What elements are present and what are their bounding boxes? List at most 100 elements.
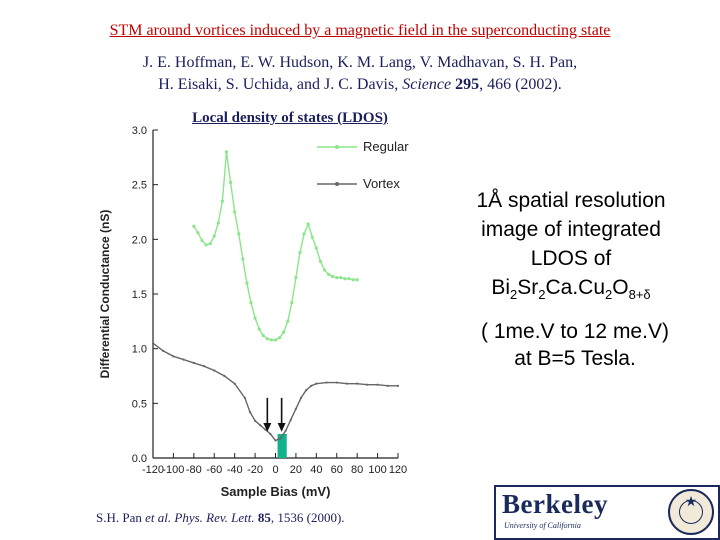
legend-marker-vortex [335, 182, 339, 186]
data-point-regular [310, 235, 314, 239]
field-strength: at B=5 Tesla. [514, 347, 636, 370]
data-point-vortex [192, 361, 195, 364]
data-point-regular [314, 246, 318, 250]
formula-sr: Sr [517, 276, 539, 299]
ldos-label: Local density of states (LDOS) [192, 110, 388, 126]
data-point-regular [212, 234, 216, 238]
data-point-regular [335, 276, 339, 280]
data-point-regular [290, 301, 294, 305]
data-point-vortex [223, 374, 226, 378]
formula-cu-sub: 2 [605, 287, 613, 302]
x-tick-label: -40 [227, 464, 243, 476]
data-point-vortex [172, 355, 175, 358]
data-point-regular [216, 221, 220, 225]
x-tick-label: 0 [272, 464, 278, 476]
chemical-formula: Bi2Sr2Ca.Cu2O8+δ [455, 273, 687, 309]
x-tick-label: 120 [389, 464, 407, 476]
y-tick-label: 1.5 [132, 289, 147, 301]
legend-label-regular: Regular [363, 139, 409, 154]
x-tick-label: -100 [162, 464, 184, 476]
data-point-vortex [289, 418, 292, 421]
x-axis-label: Sample Bias (mV) [221, 484, 331, 499]
data-point-vortex [310, 384, 313, 387]
data-point-regular [220, 199, 225, 203]
data-point-vortex [345, 382, 349, 385]
data-point-regular [200, 238, 204, 243]
formula-sr-sub: 2 [538, 287, 546, 302]
legend-marker-regular [335, 145, 339, 149]
formula-bi: Bi [491, 276, 511, 299]
description-line2: image of integrated [481, 218, 661, 241]
data-point-regular [261, 333, 265, 338]
x-tick-label: -60 [206, 464, 222, 476]
data-point-regular [339, 276, 343, 280]
y-tick-label: 0.5 [132, 398, 147, 410]
data-point-vortex [264, 428, 267, 431]
data-point-regular [306, 222, 310, 226]
data-point-regular [237, 232, 241, 236]
data-point-regular [253, 316, 257, 320]
slide-title: STM around vortices induced by a magneti… [109, 22, 611, 39]
data-point-regular [351, 278, 355, 282]
arrow-head [263, 423, 272, 432]
data-point-regular [228, 180, 233, 185]
data-point-vortex [294, 407, 298, 410]
data-point-regular [322, 268, 327, 272]
data-point-vortex [243, 396, 246, 399]
data-point-vortex [325, 381, 328, 384]
data-point-regular [249, 301, 253, 305]
data-point-vortex [248, 410, 252, 414]
data-point-regular [224, 150, 229, 154]
data-point-regular [282, 330, 286, 334]
data-point-regular [208, 242, 212, 246]
data-point-vortex [305, 389, 308, 392]
conductance-chart: 0.0 0.5 1.0 1.5 2.0 2.5 3.0 -120-100 -80 -60 -40 -2… [98, 125, 409, 499]
data-point-vortex [284, 429, 287, 432]
data-point-vortex [253, 419, 257, 422]
arrow-head [277, 423, 286, 432]
x-tick-label: 100 [368, 464, 386, 476]
data-point-vortex [376, 383, 379, 386]
data-point-regular [273, 338, 278, 342]
description-line1: 1Å spatial resolution [476, 189, 666, 212]
data-point-vortex [396, 384, 400, 387]
formula-o: O [612, 276, 629, 299]
data-point-regular [233, 210, 237, 214]
authors-volume: 295 [455, 76, 480, 93]
y-tick-label: 2.0 [132, 234, 147, 246]
data-point-regular [298, 250, 302, 255]
y-tick-label: 1.0 [132, 344, 147, 356]
data-point-vortex [366, 383, 369, 386]
data-point-vortex [233, 382, 236, 385]
data-point-regular [269, 338, 274, 342]
data-point-regular [343, 277, 347, 281]
series-line-regular [193, 151, 358, 341]
data-point-regular [347, 277, 351, 281]
berkeley-logo: Berkeley University of California ★ [494, 485, 720, 540]
data-point-vortex [335, 381, 338, 384]
energy-range: ( 1me.V to 12 me.V) [481, 320, 669, 343]
y-tick-label: 0.0 [132, 453, 147, 465]
data-point-regular [302, 232, 306, 236]
x-tick-label: -80 [186, 464, 202, 476]
data-point-regular [245, 281, 249, 285]
energy-range-block: ( 1me.V to 12 me.V) at B=5 Tesla. [455, 318, 695, 372]
legend-label-vortex: Vortex [363, 176, 400, 191]
formula-o-sub: 8+δ [628, 287, 651, 302]
data-point-vortex [356, 382, 359, 385]
data-point-vortex [202, 365, 206, 368]
seal-star-icon: ★ [684, 495, 698, 510]
citation-authors: S.H. Pan [96, 510, 142, 525]
data-point-regular [294, 276, 298, 280]
logo-subtitle: University of California [504, 521, 581, 530]
authors-pages-year: , 466 (2002). [479, 76, 562, 93]
data-point-regular [355, 278, 359, 282]
series-line-vortex [152, 342, 398, 442]
x-tick-label: 80 [351, 464, 363, 476]
data-point-vortex [279, 437, 282, 440]
citation-journal: Phys. Rev. Lett. [174, 510, 255, 525]
data-point-vortex [162, 349, 165, 352]
x-tick-label: 20 [290, 464, 302, 476]
x-tick-label: 60 [331, 464, 343, 476]
data-point-regular [192, 224, 196, 228]
